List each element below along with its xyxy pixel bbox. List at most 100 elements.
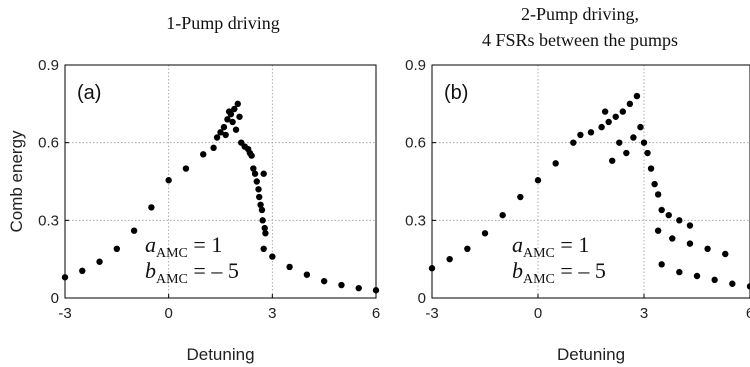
y-tick-label: 0.9 <box>405 57 426 74</box>
x-tick-label: 3 <box>268 305 276 322</box>
data-point <box>587 129 595 136</box>
data-point <box>262 230 269 237</box>
data-point <box>654 191 662 198</box>
data-point <box>260 245 267 253</box>
data-point <box>651 180 658 188</box>
y-tick-label: 0.3 <box>405 212 426 229</box>
data-point <box>598 123 605 131</box>
x-tick-label: 6 <box>746 305 750 322</box>
data-point <box>229 118 236 126</box>
data-point <box>570 139 577 146</box>
data-point <box>729 280 736 287</box>
data-point <box>217 129 224 136</box>
data-point <box>96 258 103 265</box>
data-point <box>248 152 255 159</box>
annotation-a-rhs: = 1 <box>555 232 589 257</box>
data-point <box>711 276 718 284</box>
data-point <box>601 108 609 115</box>
annotation-a-sub: AMC <box>523 246 555 261</box>
data-point <box>250 165 257 172</box>
data-point <box>464 245 471 253</box>
data-point <box>658 206 665 214</box>
annotation-b-sub: AMC <box>156 272 188 287</box>
annotation-b-rhs: = – 5 <box>188 258 239 283</box>
data-point <box>253 178 260 185</box>
annotation-b-sub: AMC <box>523 272 555 287</box>
panel-a-points <box>61 100 380 294</box>
data-point <box>257 201 264 208</box>
data-point <box>355 284 362 292</box>
data-point <box>148 204 155 211</box>
data-point <box>640 139 648 146</box>
panel-b-xlabel: Detuning <box>557 345 625 364</box>
x-tick-label: -3 <box>58 305 71 322</box>
data-point <box>686 240 694 247</box>
annotation-a-rhs: = 1 <box>188 232 222 257</box>
x-tick-label: 3 <box>640 305 648 322</box>
data-point <box>220 123 228 131</box>
data-point <box>224 116 231 123</box>
data-point <box>633 92 641 100</box>
x-tick-label: 0 <box>164 305 172 322</box>
annotation-a-line: aAMC = 1 <box>512 232 589 261</box>
annotation-a-var: a <box>512 232 523 257</box>
data-point <box>658 261 665 268</box>
data-point <box>637 123 644 131</box>
data-point <box>222 131 229 139</box>
data-point <box>676 268 683 276</box>
data-point <box>669 235 676 242</box>
annotation-b-var: b <box>145 258 156 283</box>
data-point <box>612 113 619 120</box>
data-point <box>746 283 750 290</box>
data-point <box>236 113 243 120</box>
data-point <box>259 217 266 224</box>
data-point <box>234 100 241 108</box>
data-point <box>534 177 542 184</box>
data-point <box>256 193 263 201</box>
data-point <box>251 170 259 177</box>
annotation-a-var: a <box>145 232 156 257</box>
data-point <box>79 267 86 275</box>
data-point <box>303 271 311 278</box>
data-point <box>481 230 489 237</box>
panel-a-ticks: -3 0 3 600.30.60.9 <box>38 57 380 322</box>
data-point <box>647 165 655 172</box>
panel-b-frame <box>431 64 750 299</box>
data-point <box>182 165 190 172</box>
panel-b-title: 2-Pump driving, <box>521 4 639 24</box>
data-point <box>616 139 623 146</box>
y-tick-label: 0 <box>51 290 59 307</box>
data-point <box>686 222 694 229</box>
data-point <box>255 186 262 193</box>
data-point <box>113 245 121 253</box>
data-point <box>630 134 637 141</box>
y-tick-label: 0.9 <box>38 57 59 74</box>
panel-a-xlabel: Detuning <box>186 345 254 364</box>
data-point <box>605 118 612 126</box>
data-point <box>320 277 328 285</box>
data-point <box>609 157 616 164</box>
panel-b-label: (b) <box>444 82 468 104</box>
data-point <box>258 206 266 214</box>
y-tick-label: 0.6 <box>38 135 59 152</box>
data-point <box>665 211 672 219</box>
x-tick-label: 6 <box>372 305 380 322</box>
data-point <box>626 100 634 108</box>
data-point <box>225 108 233 115</box>
data-point <box>517 193 524 201</box>
data-point <box>210 144 217 152</box>
data-point <box>722 250 729 258</box>
annotation-b-rhs: = – 5 <box>555 258 606 283</box>
data-point <box>499 211 506 219</box>
data-point <box>577 131 584 139</box>
panel-a-annotation: aAMC = 1 bAMC = – 5 <box>145 232 239 287</box>
data-point <box>232 126 240 133</box>
panel-a: 1-Pump driving -3 0 3 600.30.60.9 (a) Detun… <box>7 13 380 364</box>
data-point <box>269 253 276 260</box>
x-tick-label: -3 <box>425 305 438 322</box>
annotation-a-sub: AMC <box>156 246 188 261</box>
data-point <box>693 272 701 280</box>
